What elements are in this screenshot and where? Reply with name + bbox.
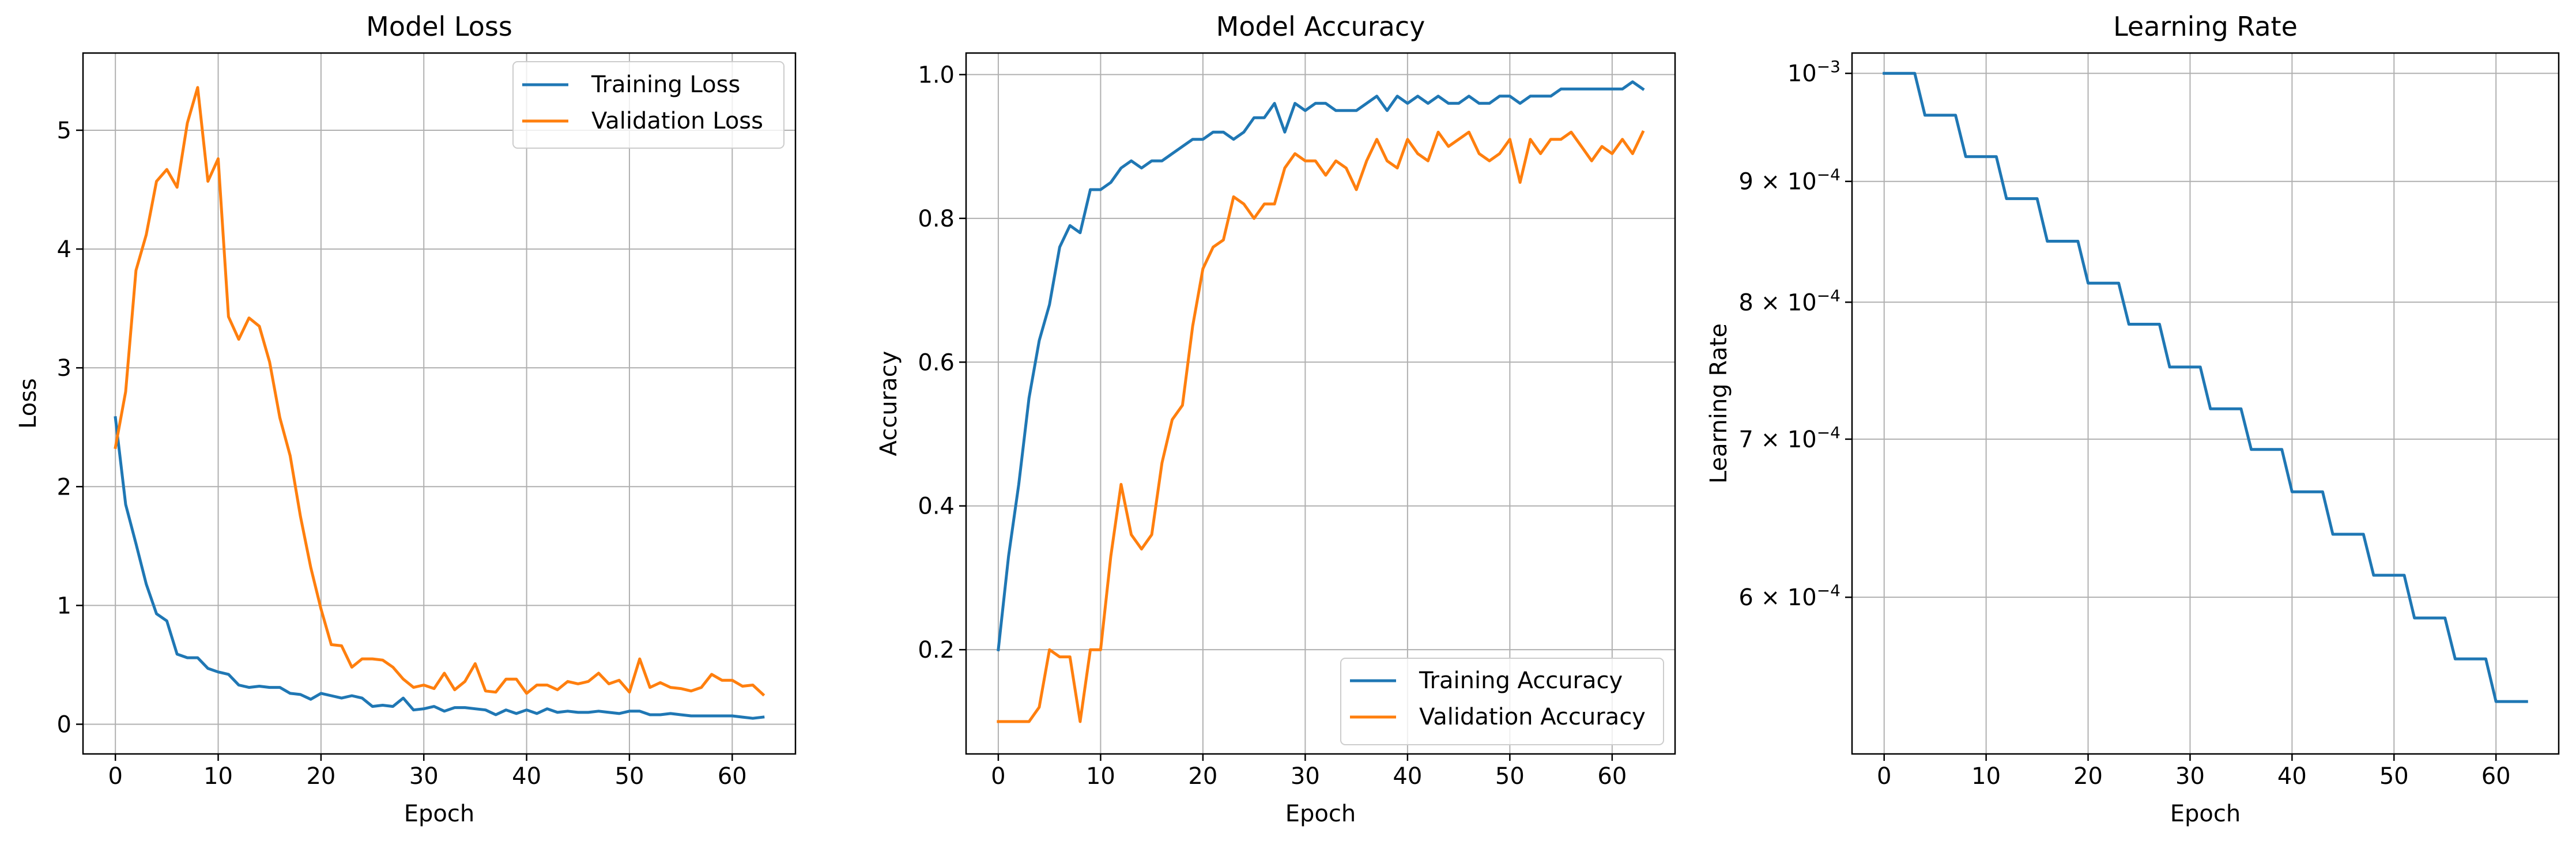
accuracy-y-axis-label: Accuracy [876,351,902,457]
loss-y-axis-label: Loss [15,378,42,429]
y-tick-label: 7 × 10−4 [1738,423,1840,453]
x-tick-label: 50 [615,763,644,790]
x-tick-label: 40 [1393,763,1422,790]
x-tick-label: 40 [2277,763,2307,790]
y-tick-label: 0.4 [918,493,955,520]
y-tick-label: 2 [57,474,71,500]
accuracy-ticks: 0 10 20 30 40 50 60 0.2 0.4 0.6 0.8 1.0 [918,62,1627,790]
x-tick-label: 60 [2481,763,2511,790]
accuracy-panel: Model Accuracy 0 10 20 30 40 50 60 0.2 0.4 0.6 0.8… [876,11,1676,827]
x-tick-label: 10 [1086,763,1115,790]
x-tick-label: 20 [1188,763,1217,790]
training-loss-line [114,416,765,720]
x-tick-label: 30 [409,763,439,790]
accuracy-panel-title: Model Accuracy [1216,11,1425,42]
y-tick-label: 1 [57,593,71,619]
x-tick-label: 60 [718,763,747,790]
learning-rate-ticks: 0 10 20 30 40 50 606 × 10−47 × 10−48 × 10−49 ×… [1738,57,2510,790]
x-tick-label: 30 [2175,763,2205,790]
legend-label-training-accuracy: Training Accuracy [1419,667,1623,694]
learning-rate-x-axis-label: Epoch [2170,801,2241,827]
y-tick-label: 9 × 10−4 [1738,165,1840,195]
accuracy-legend: Training Accuracy Validation Accuracy [1340,658,1664,745]
y-tick-label: 0.6 [918,349,955,376]
legend-label-training-loss: Training Loss [591,71,740,98]
y-tick-label: 5 [57,118,71,144]
y-tick-label: 4 [57,236,71,263]
y-tick-label: 0.2 [918,637,955,663]
x-tick-label: 50 [1495,763,1525,790]
learning-rate-y-axis-label: Learning Rate [1706,323,1732,484]
x-tick-label: 30 [1291,763,1320,790]
x-tick-label: 50 [2379,763,2409,790]
x-tick-label: 0 [991,763,1005,790]
x-tick-label: 20 [2073,763,2103,790]
x-tick-label: 0 [1877,763,1891,790]
loss-series [114,86,765,720]
learning-rate-grid [1852,53,2559,754]
accuracy-plot-frame [965,52,1676,755]
y-tick-label: 1.0 [918,62,955,88]
training-accuracy-line [997,80,1645,651]
x-tick-label: 20 [306,763,335,790]
x-tick-label: 10 [1971,763,2001,790]
x-tick-label: 0 [108,763,122,790]
legend-label-validation-accuracy: Validation Accuracy [1419,704,1646,730]
validation-accuracy-line [997,130,1645,723]
learning-rate-series [1883,71,2528,703]
accuracy-x-axis-label: Epoch [1285,801,1356,827]
x-tick-label: 60 [1597,763,1627,790]
x-tick-label: 10 [203,763,233,790]
loss-legend: Training Loss Validation Loss [512,61,785,149]
loss-plot-frame [82,52,797,755]
legend-label-validation-loss: Validation Loss [591,108,763,134]
learning-rate-panel: Learning Rate 0 10 20 30 40 50 606 × 10−47 × 1… [1706,11,2560,827]
learning-rate-line [1883,71,2528,703]
legend-box [1340,658,1664,745]
learning-rate-plot-frame [1851,52,2560,755]
loss-ticks: 0 10 20 30 40 50 60 0 1 2 3 4 5 [57,118,747,790]
learning-rate-panel-title: Learning Rate [2113,11,2298,42]
accuracy-series [997,80,1645,723]
legend-box [512,61,785,149]
y-tick-label: 0 [57,711,71,738]
validation-loss-line [114,86,765,697]
loss-panel-title: Model Loss [366,11,512,42]
y-tick-label: 3 [57,355,71,382]
x-tick-label: 40 [512,763,541,790]
loss-x-axis-label: Epoch [404,801,474,827]
y-tick-label: 0.8 [918,206,955,232]
loss-panel: Model Loss 0 10 20 30 40 50 60 0 1 2 3 4 5 Epoch Los… [15,11,797,827]
